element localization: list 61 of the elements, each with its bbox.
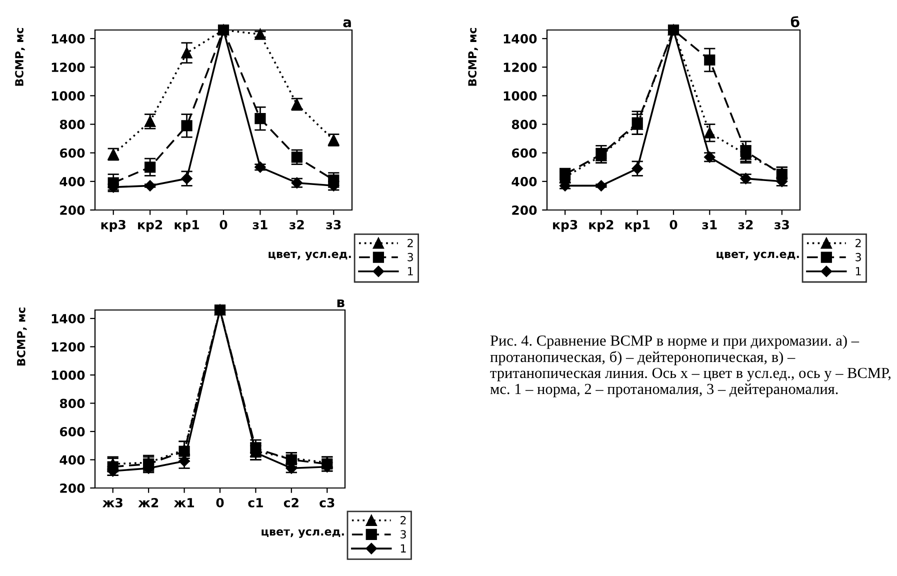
x-tick-label: кр1 bbox=[625, 220, 650, 232]
x-tick-label: 0 bbox=[216, 498, 224, 508]
y-tick-label: 1000 bbox=[52, 91, 85, 101]
y-tick-label: 1000 bbox=[504, 91, 537, 101]
y-tick-label: 1200 bbox=[52, 62, 85, 72]
y-tick-label: 1200 bbox=[504, 62, 537, 72]
y-tick-label: 200 bbox=[60, 205, 85, 215]
x-tick-label: с2 bbox=[284, 498, 298, 508]
y-tick-label: 600 bbox=[60, 426, 85, 436]
y-tick-label: 400 bbox=[60, 176, 85, 186]
x-tick-label: с3 bbox=[320, 498, 334, 508]
legend-label: 2 bbox=[856, 238, 861, 248]
legend-label: 1 bbox=[856, 267, 861, 276]
y-tick-label: 200 bbox=[512, 205, 537, 215]
legend-label: 3 bbox=[408, 252, 413, 262]
x-tick-label: з2 bbox=[738, 220, 753, 230]
y-tick-label: 800 bbox=[60, 120, 85, 130]
y-tick-label: 200 bbox=[60, 483, 85, 493]
x-tick-label: з3 bbox=[774, 220, 789, 230]
x-tick-label: ж1 bbox=[174, 498, 194, 508]
text: Рис. 4. Сравнение ВСМР в норме и при дихромазии. а) – протанопическая, б) – дейтеронопическая, в) – тританопическая линия. Ось x – цвет в усл.ед., ось у – ВСМР, мс. 1 – норма, 2 – протаномалия, 3 – дейтераномалия. bbox=[490, 335, 890, 398]
chart-title: в bbox=[337, 300, 344, 308]
x-tick-label: з2 bbox=[290, 220, 304, 230]
y-tick-label: 1400 bbox=[52, 34, 85, 44]
x-tick-label: з1 bbox=[252, 220, 268, 230]
legend-label: 1 bbox=[408, 267, 413, 276]
y-axis-title: ВСМР, мс bbox=[468, 28, 478, 86]
x-tick-label: з1 bbox=[702, 220, 717, 230]
x-tick-label: кр2 bbox=[138, 220, 162, 232]
x-tick-label: кр3 bbox=[101, 220, 126, 232]
legend-label: 2 bbox=[408, 238, 413, 248]
x-tick-label: кр3 bbox=[553, 220, 578, 232]
x-tick-label: 0 bbox=[670, 220, 678, 230]
x-tick-label: с1 bbox=[248, 498, 263, 508]
y-tick-label: 800 bbox=[512, 120, 537, 130]
x-axis-title: цвет, усл.ед. bbox=[268, 252, 351, 260]
y-axis-title: ВСМР, мс bbox=[16, 308, 27, 366]
x-axis-title: цвет, усл.ед. bbox=[716, 252, 799, 260]
y-tick-label: 1400 bbox=[504, 34, 537, 44]
y-tick-label: 400 bbox=[512, 176, 537, 186]
chart-title: б bbox=[790, 16, 800, 28]
legend-label: 3 bbox=[400, 530, 406, 539]
chart-title: а bbox=[343, 19, 351, 28]
legend-label: 3 bbox=[856, 252, 861, 262]
y-tick-label: 600 bbox=[512, 148, 537, 158]
y-tick-label: 1200 bbox=[52, 342, 85, 352]
x-tick-label: 0 bbox=[220, 220, 228, 230]
legend-label: 2 bbox=[400, 516, 406, 524]
x-tick-label: кр1 bbox=[174, 220, 199, 232]
x-tick-label: з3 bbox=[326, 220, 341, 230]
y-tick-label: 600 bbox=[60, 148, 85, 158]
x-axis-title: цвет, усл.ед. bbox=[262, 529, 344, 538]
legend-label: 1 bbox=[400, 544, 406, 552]
x-tick-label: кр2 bbox=[589, 220, 614, 232]
y-tick-label: 1000 bbox=[52, 370, 85, 380]
x-tick-label: ж2 bbox=[138, 498, 158, 508]
y-tick-label: 400 bbox=[60, 455, 85, 465]
y-axis-title: ВСМР, мс bbox=[15, 28, 25, 86]
x-tick-label: ж3 bbox=[102, 498, 122, 508]
y-tick-label: 1400 bbox=[52, 314, 85, 324]
y-tick-label: 800 bbox=[60, 398, 85, 408]
